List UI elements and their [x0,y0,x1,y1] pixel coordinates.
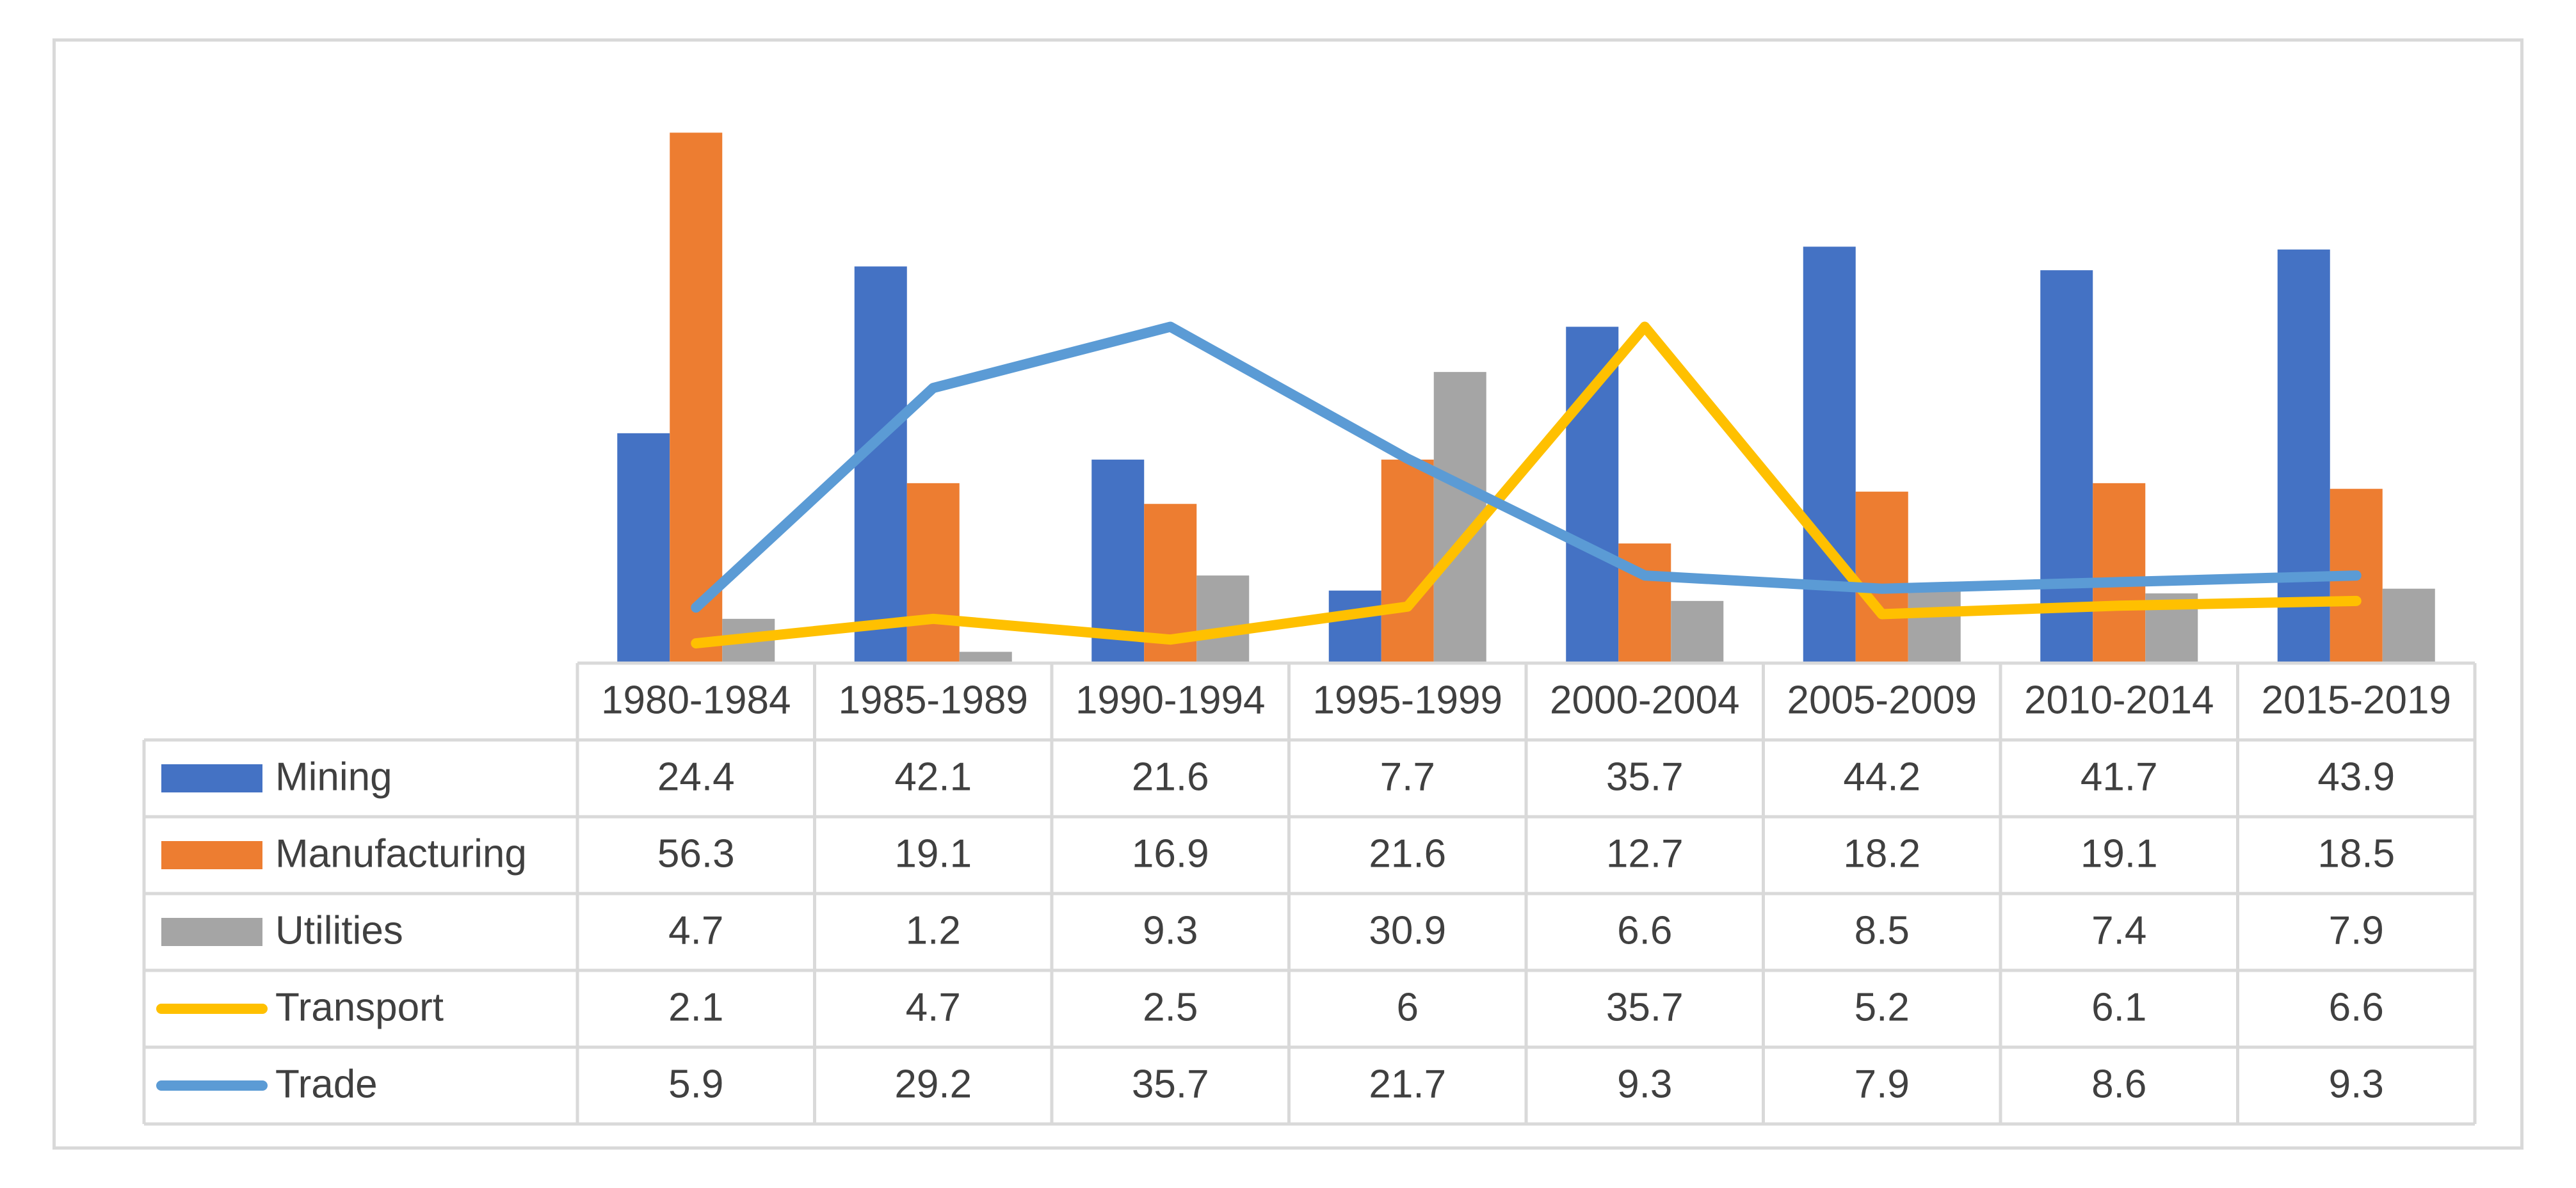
data-label: 43.9 [2317,755,2395,799]
data-label: 2.1 [668,985,723,1029]
category-label: 1990-1994 [1075,678,1266,722]
data-label: 8.6 [2091,1062,2146,1106]
data-label: 18.5 [2317,831,2395,876]
data-label: 7.4 [2091,908,2146,952]
bar-manufacturing-1985-1989 [906,483,960,663]
bar-utilities-2005-2009 [1908,582,1961,663]
data-label: 35.7 [1132,1062,1209,1106]
line-transport [691,321,2362,649]
line-trade [691,321,2362,613]
bar-mining-2010-2014 [2040,270,2093,663]
data-label: 12.7 [1606,831,1684,876]
data-label: 9.3 [1143,908,1198,952]
data-label: 19.1 [2081,831,2158,876]
bar-utilities-2015-2019 [2382,588,2435,663]
bar-mining-1995-1999 [1328,590,1381,663]
bar-manufacturing-2010-2014 [2093,483,2146,663]
data-label: 9.3 [2329,1062,2384,1106]
data-label: 44.2 [1843,755,1920,799]
data-label: 19.1 [894,831,972,876]
data-label: 6.1 [2091,985,2146,1029]
data-label: 6.6 [2329,985,2384,1029]
data-label: 4.7 [906,985,961,1029]
data-label: 56.3 [657,831,735,876]
category-label: 1980-1984 [601,678,791,722]
data-label: 30.9 [1369,908,1446,952]
data-label: 7.9 [2329,908,2384,952]
data-label: 7.9 [1855,1062,1910,1106]
data-label: 29.2 [894,1062,972,1106]
line-series-group [691,321,2362,649]
category-label: 2010-2014 [2024,678,2214,722]
series-name: Manufacturing [275,831,527,876]
data-label: 21.7 [1369,1062,1446,1106]
bar-mining-2005-2009 [1803,246,1856,664]
data-label: 6 [1397,985,1419,1029]
category-label: 2005-2009 [1787,678,1977,722]
data-label: 18.2 [1843,831,1920,876]
data-label: 5.9 [668,1062,723,1106]
bar-mining-1980-1984 [617,433,670,663]
bar-mining-2015-2019 [2277,249,2330,663]
bar-utilities-1990-1994 [1196,575,1250,663]
bar-manufacturing-1995-1999 [1381,460,1434,663]
data-label: 6.6 [1617,908,1672,952]
data-label: 8.5 [1855,908,1910,952]
data-label: 41.7 [2081,755,2158,799]
bar-manufacturing-2005-2009 [1855,492,1908,663]
data-label: 9.3 [1617,1062,1672,1106]
series-name: Transport [275,985,444,1029]
data-label: 35.7 [1606,755,1684,799]
category-label: 2000-2004 [1550,678,1740,722]
bar-utilities-1985-1989 [959,652,1012,663]
data-table: 1980-1984 1985-1989 1990-1994 1995-1999 2000… [142,661,2477,1126]
series-name: Utilities [275,908,403,952]
category-label: 2015-2019 [2262,678,2452,722]
bar-utilities-2000-2004 [1671,600,1724,663]
bar-mining-2000-2004 [1566,326,1619,664]
data-label: 21.6 [1369,831,1446,876]
data-label: 16.9 [1132,831,1209,876]
data-label: 35.7 [1606,985,1684,1029]
legend-key-manufacturing [161,841,262,869]
data-label: 2.5 [1143,985,1198,1029]
data-label: 5.2 [1855,985,1910,1029]
category-label: 1985-1989 [839,678,1029,722]
data-label: 7.7 [1380,755,1435,799]
category-label: 1995-1999 [1313,678,1503,722]
bar-manufacturing-1980-1984 [670,132,723,663]
bar-mining-1985-1989 [854,266,907,664]
data-label: 4.7 [668,908,723,952]
data-label: 24.4 [657,755,735,799]
series-name: Mining [275,755,392,799]
data-label: 42.1 [894,755,972,799]
series-name: Trade [275,1062,378,1106]
data-label: 1.2 [906,908,961,952]
data-label: 21.6 [1132,755,1209,799]
legend-key-utilities [161,918,262,946]
legend-key-mining [161,764,262,792]
